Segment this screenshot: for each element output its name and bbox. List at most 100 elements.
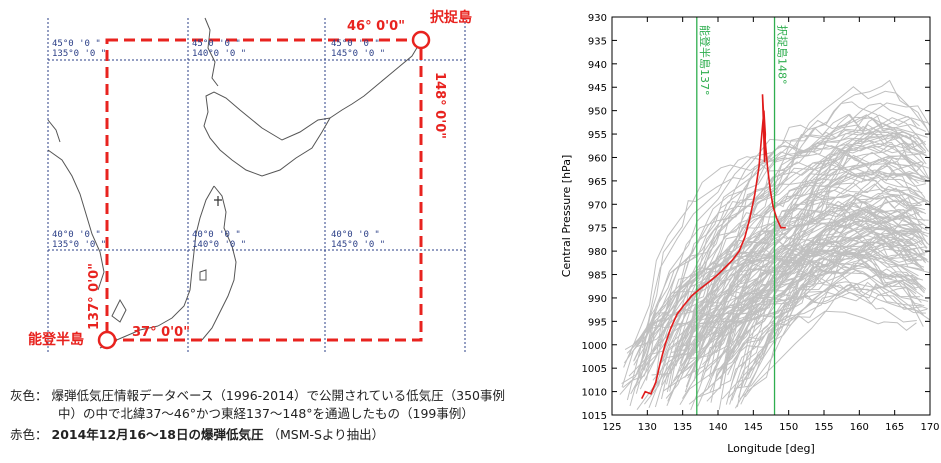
y-tick-label: 960	[588, 153, 607, 164]
x-tick-label: 170	[920, 422, 939, 433]
grid-label-lat: 45°0 '0 "	[331, 39, 380, 49]
coastline-segment	[204, 17, 219, 87]
red-track-line	[640, 94, 786, 399]
gray-track-line	[704, 200, 920, 373]
gray-track-line	[716, 310, 917, 381]
gray-track-line	[721, 235, 925, 400]
y-tick-label: 1010	[582, 388, 607, 399]
place-etorofu: 択捉島	[430, 9, 472, 26]
gray-track-line	[656, 116, 927, 372]
coastline-segment	[201, 185, 237, 341]
y-tick-label: 950	[588, 107, 607, 118]
y-tick-label: 975	[588, 224, 607, 235]
gray-track-line	[743, 170, 930, 387]
gray-track-line	[727, 249, 925, 376]
gray-track-line	[707, 131, 916, 362]
map-labels: 45°0 '0 "135°0 '0 "45°0 '0 "140°0 '0 "45…	[28, 9, 472, 348]
gray-track-line	[731, 238, 926, 401]
x-tick-label: 140	[708, 422, 727, 433]
gray-track-line	[633, 79, 930, 361]
grid-label-lon: 140°0 '0 "	[192, 49, 246, 59]
coastline-segment	[47, 119, 61, 143]
gray-track-line	[727, 172, 923, 360]
box-label-east: 148° 0'0"	[432, 72, 447, 139]
gray-track-line	[730, 245, 919, 385]
y-tick-label: 1015	[582, 411, 607, 422]
gray-track-line	[685, 183, 923, 388]
vline-label: 能登半島137°	[698, 25, 712, 96]
y-tick-label: 970	[588, 200, 607, 211]
map-figure: 45°0 '0 "135°0 '0 "45°0 '0 "140°0 '0 "45…	[28, 9, 472, 352]
plot-frame	[611, 16, 931, 416]
place-noto: 能登半島	[28, 331, 84, 348]
box-label-north: 46° 0'0"	[347, 19, 405, 34]
grid-label-lat: 40°0 '0 "	[192, 230, 241, 240]
gray-track-line	[685, 158, 919, 347]
gray-track-line	[662, 255, 917, 392]
grid-label-lon: 135°0 '0 "	[52, 240, 106, 250]
caption-red-bold: 2014年12月16～18日の爆弾低気圧	[51, 427, 264, 442]
gray-track-line	[679, 268, 912, 405]
gray-track-line	[667, 250, 921, 347]
gray-track-line	[662, 134, 912, 355]
y-tick-label: 965	[588, 177, 607, 188]
reference-longitude-lines: 能登半島137° 択捉島148°	[696, 17, 790, 415]
caption-line-3: 赤色： 2014年12月16～18日の爆弾低気圧 （MSM-Sより抽出）	[10, 424, 384, 443]
coastline-segment	[203, 91, 331, 177]
etorofu-marker	[411, 30, 431, 50]
caption-gray-text-2: 中）の中で北緯37～46°かつ東経137～148°を通過したもの（199事例）	[58, 406, 474, 421]
gray-track-line	[710, 207, 913, 403]
box-label-south: 37° 0'0"	[132, 325, 190, 340]
gray-track-line	[651, 124, 924, 351]
noto-marker	[97, 330, 117, 350]
x-tick-label: 155	[814, 422, 833, 433]
gray-track-line	[688, 274, 926, 360]
red-cyclone-track	[640, 94, 786, 399]
gray-track-line	[700, 247, 921, 382]
gray-track-line	[699, 222, 924, 398]
gray-track-line	[693, 194, 929, 382]
gray-track-line	[666, 114, 928, 385]
grid-label-lon: 140°0 '0 "	[192, 240, 246, 250]
grid-label-lon: 145°0 '0 "	[331, 49, 385, 59]
y-axis-label: Central Pressure [hPa]	[560, 155, 573, 277]
gray-track-line	[635, 171, 926, 394]
gray-track-line	[662, 222, 927, 379]
gray-track-line	[629, 134, 926, 355]
marker-cross	[214, 196, 222, 206]
gray-track-line	[636, 192, 918, 410]
caption-red-key: 赤色：	[10, 427, 48, 442]
y-tick-label: 955	[588, 130, 607, 141]
grid-label-lat: 45°0 '0 "	[192, 39, 241, 49]
caption-red-rest: （MSM-Sより抽出）	[267, 427, 385, 442]
gray-track-line	[629, 138, 923, 407]
gray-track-line	[637, 223, 923, 375]
x-tick-label: 135	[673, 422, 692, 433]
x-tick-label: 150	[779, 422, 798, 433]
x-tick-label: 165	[885, 422, 904, 433]
gray-track-line	[718, 128, 924, 410]
gray-track-line	[709, 149, 922, 377]
coastline-segment	[47, 149, 105, 291]
vline-label: 択捉島148°	[776, 25, 790, 85]
y-tick-label: 985	[588, 271, 607, 282]
gray-track-line	[666, 136, 927, 406]
caption-line-1: 灰色： 爆弾低気圧情報データベース（1996-2014）で公開されている低気圧（…	[10, 385, 505, 404]
grid-label-lat: 40°0 '0 "	[52, 230, 101, 240]
gray-track-line	[626, 167, 930, 401]
gray-track-line	[646, 116, 927, 381]
coastline-segment	[111, 298, 127, 323]
y-tick-label: 1000	[582, 341, 607, 352]
grid-label-lat: 40°0 '0 "	[331, 230, 380, 240]
coastline-segment	[199, 269, 207, 281]
x-axis-label: Longitude [deg]	[727, 442, 815, 455]
grid-label-lon: 145°0 '0 "	[331, 240, 385, 250]
caption-gray-text: 爆弾低気圧情報データベース（1996-2014）で公開されている低気圧（350事…	[51, 388, 506, 403]
study-area-box	[97, 30, 431, 350]
gray-track-line	[633, 210, 930, 362]
grid-label-lon: 135°0 '0 "	[52, 49, 106, 59]
y-tick-label: 945	[588, 83, 607, 94]
caption-line-2: 中）の中で北緯37～46°かつ東経137～148°を通過したもの（199事例）	[58, 403, 474, 422]
x-tick-label: 145	[744, 422, 763, 433]
coastline-segment	[157, 185, 215, 327]
